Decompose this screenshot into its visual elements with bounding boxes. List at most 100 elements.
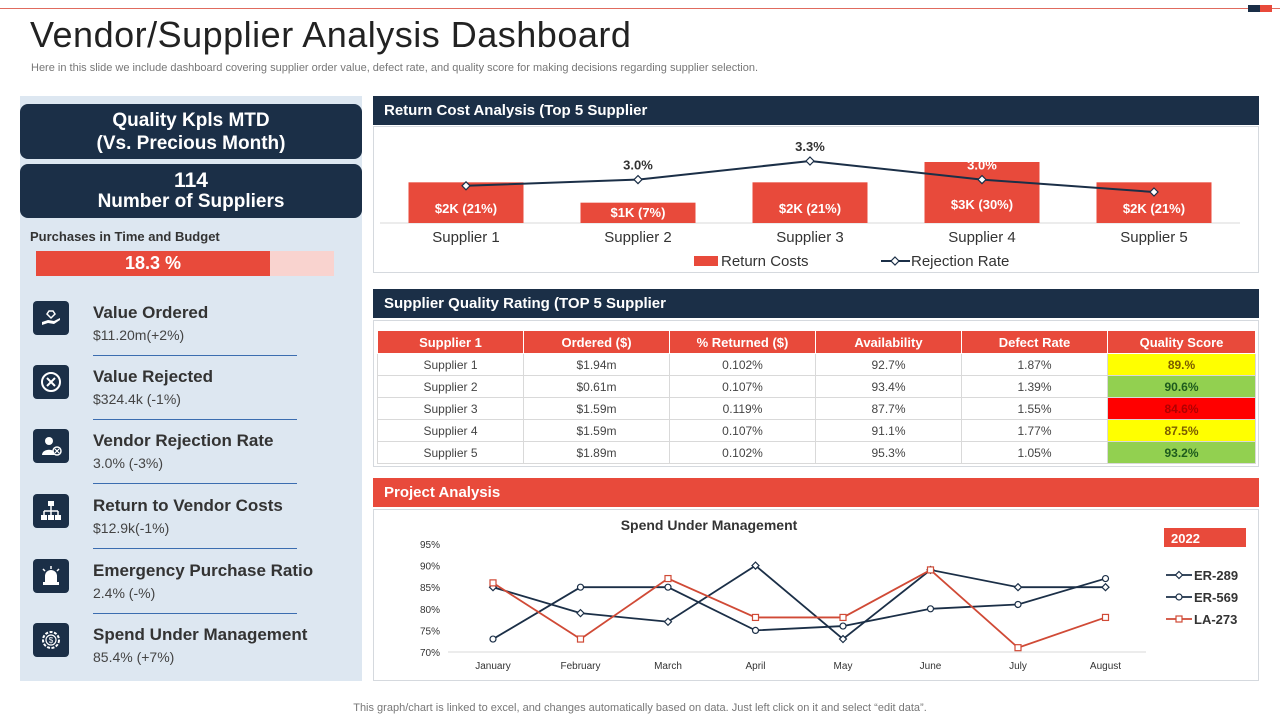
cell-supplier: Supplier 2 bbox=[377, 375, 524, 398]
cell-supplier: Supplier 4 bbox=[377, 419, 524, 442]
table-row: Supplier 5 $1.89m 0.102% 95.3% 1.05% 93.… bbox=[377, 441, 1256, 464]
cell-returned: 0.102% bbox=[669, 353, 816, 376]
x-tick-label: July bbox=[1009, 661, 1027, 672]
gear-dollar-icon: $ bbox=[33, 623, 69, 657]
cell-defect: 1.87% bbox=[961, 353, 1108, 376]
page-title: Vendor/Supplier Analysis Dashboard bbox=[30, 14, 632, 55]
column-header: Defect Rate bbox=[961, 330, 1108, 354]
return-cost-header: Return Cost Analysis (Top 5 Supplier bbox=[373, 96, 1259, 125]
series-point-la-273 bbox=[751, 613, 760, 622]
series-point-er-569 bbox=[664, 583, 672, 591]
x-tick-label: January bbox=[475, 661, 511, 672]
kpi-name: Emergency Purchase Ratio bbox=[93, 561, 314, 580]
return-cost-bar bbox=[752, 182, 868, 223]
legend-label-er-289: ER-289 bbox=[1194, 568, 1238, 583]
table-header-row: Supplier 1 Ordered ($) % Returned ($) Av… bbox=[377, 330, 1256, 354]
table-row: Supplier 2 $0.61m 0.107% 93.4% 1.39% 90.… bbox=[377, 375, 1256, 398]
series-point-la-273 bbox=[1014, 644, 1022, 652]
kpi-name: Value Ordered bbox=[93, 303, 209, 322]
table-row: Supplier 1 $1.94m 0.102% 92.7% 1.87% 89.… bbox=[377, 353, 1256, 376]
y-tick-label: 75% bbox=[420, 626, 440, 637]
siren-icon bbox=[33, 559, 69, 593]
cell-defect: 1.39% bbox=[961, 375, 1108, 398]
table-row: Supplier 3 $1.59m 0.119% 87.7% 1.55% 84.… bbox=[377, 397, 1256, 420]
cell-supplier: Supplier 5 bbox=[377, 441, 524, 464]
line-data-label: 3.3% bbox=[795, 139, 825, 154]
kpi-vendor-rejection-rate: Vendor Rejection Rate 3.0% (-3%) bbox=[33, 429, 333, 489]
bar-data-label: $2K (21%) bbox=[1123, 201, 1185, 216]
series-point-er-289 bbox=[838, 634, 848, 644]
line-data-label: 3.0% bbox=[623, 158, 653, 173]
top-divider bbox=[0, 8, 1280, 9]
cell-supplier: Supplier 1 bbox=[377, 353, 524, 376]
series-point-er-569 bbox=[1101, 574, 1110, 583]
supplier-count-label: Number of Suppliers bbox=[97, 191, 285, 212]
return-cost-chart-card: $2K (21%) Supplier 1 $1K (7%) Supplier 2 $2K… bbox=[373, 126, 1259, 273]
return-cost-bar bbox=[924, 162, 1040, 223]
cell-quality-score: 89.% bbox=[1107, 353, 1256, 376]
person-reject-icon bbox=[33, 429, 69, 463]
series-point-la-273 bbox=[489, 579, 497, 587]
kpi-divider bbox=[93, 419, 297, 420]
cell-defect: 1.05% bbox=[961, 441, 1108, 464]
legend-swatch-return-costs bbox=[694, 256, 718, 266]
cell-ordered: $1.59m bbox=[523, 419, 670, 442]
purchases-label: Purchases in Time and Budget bbox=[30, 229, 220, 244]
cell-returned: 0.107% bbox=[669, 375, 816, 398]
purchases-progress-value: 18.3 % bbox=[124, 253, 182, 273]
legend-marker-la-273 bbox=[1175, 615, 1183, 623]
bar-data-label: $1K (7%) bbox=[611, 205, 666, 220]
table-row: Supplier 4 $1.59m 0.107% 91.1% 1.77% 87.… bbox=[377, 419, 1256, 442]
svg-text:$: $ bbox=[49, 636, 54, 645]
series-point-er-569 bbox=[489, 635, 497, 643]
cell-availability: 87.7% bbox=[815, 397, 962, 420]
kpi-divider bbox=[93, 613, 297, 614]
kpi-value: $324.4k (-1%) bbox=[93, 391, 181, 407]
line-data-label: 3.0% bbox=[967, 158, 997, 173]
bar-data-label: $3K (30%) bbox=[951, 197, 1013, 212]
cell-availability: 92.7% bbox=[815, 353, 962, 376]
series-point-er-569 bbox=[839, 622, 847, 630]
return-cost-bar bbox=[580, 202, 696, 223]
quality-header-line1: Quality Kpls MTD bbox=[112, 110, 270, 131]
series-point-er-289 bbox=[751, 561, 760, 570]
kpi-value: $11.20m(+2%) bbox=[93, 327, 185, 343]
column-header: Ordered ($) bbox=[523, 330, 670, 354]
kpi-value: 2.4% (-%) bbox=[93, 585, 156, 601]
purchases-progress-fill bbox=[36, 251, 270, 276]
cell-defect: 1.77% bbox=[961, 419, 1108, 442]
corner-accent bbox=[1248, 5, 1272, 12]
series-point-er-569 bbox=[926, 605, 935, 613]
rejection-rate-marker bbox=[977, 174, 987, 185]
x-tick-label: August bbox=[1090, 661, 1121, 672]
kpi-spend-under-management: $ Spend Under Management 85.4% (+7%) bbox=[33, 623, 333, 683]
series-line-la-273 bbox=[492, 568, 1106, 649]
x-tick-label: April bbox=[745, 661, 765, 672]
x-tick-label: Supplier 3 bbox=[776, 229, 844, 246]
legend-marker-rejection-rate bbox=[890, 256, 900, 266]
supplier-count-box: 114 Number of Suppliers bbox=[20, 164, 362, 218]
kpi-name: Value Rejected bbox=[93, 367, 214, 386]
cell-returned: 0.107% bbox=[669, 419, 816, 442]
series-point-er-289 bbox=[576, 608, 585, 618]
kpi-divider bbox=[93, 483, 297, 484]
series-point-er-569 bbox=[576, 583, 585, 591]
column-header: Quality Score bbox=[1107, 330, 1256, 354]
project-analysis-header: Project Analysis bbox=[373, 478, 1259, 507]
cell-quality-score: 87.5% bbox=[1107, 419, 1256, 442]
cell-ordered: $0.61m bbox=[523, 375, 670, 398]
year-badge-bg bbox=[1164, 528, 1246, 547]
footnote: This graph/chart is linked to excel, and… bbox=[353, 702, 927, 714]
kpi-name: Vendor Rejection Rate bbox=[93, 431, 274, 450]
series-point-la-273 bbox=[576, 635, 585, 643]
legend-return-costs: Return Costs bbox=[721, 253, 809, 270]
series-point-la-273 bbox=[664, 574, 672, 583]
x-tick-label: February bbox=[560, 661, 600, 672]
legend-marker-er-569 bbox=[1175, 593, 1183, 601]
rejection-rate-marker bbox=[805, 156, 815, 166]
kpi-value: 3.0% (-3%) bbox=[93, 455, 164, 471]
legend-label-la-273: LA-273 bbox=[1194, 612, 1237, 627]
line-data-label: 2.9% bbox=[413, 164, 443, 179]
quality-rating-header: Supplier Quality Rating (TOP 5 Supplier bbox=[373, 289, 1259, 318]
series-line-er-569 bbox=[492, 577, 1106, 640]
